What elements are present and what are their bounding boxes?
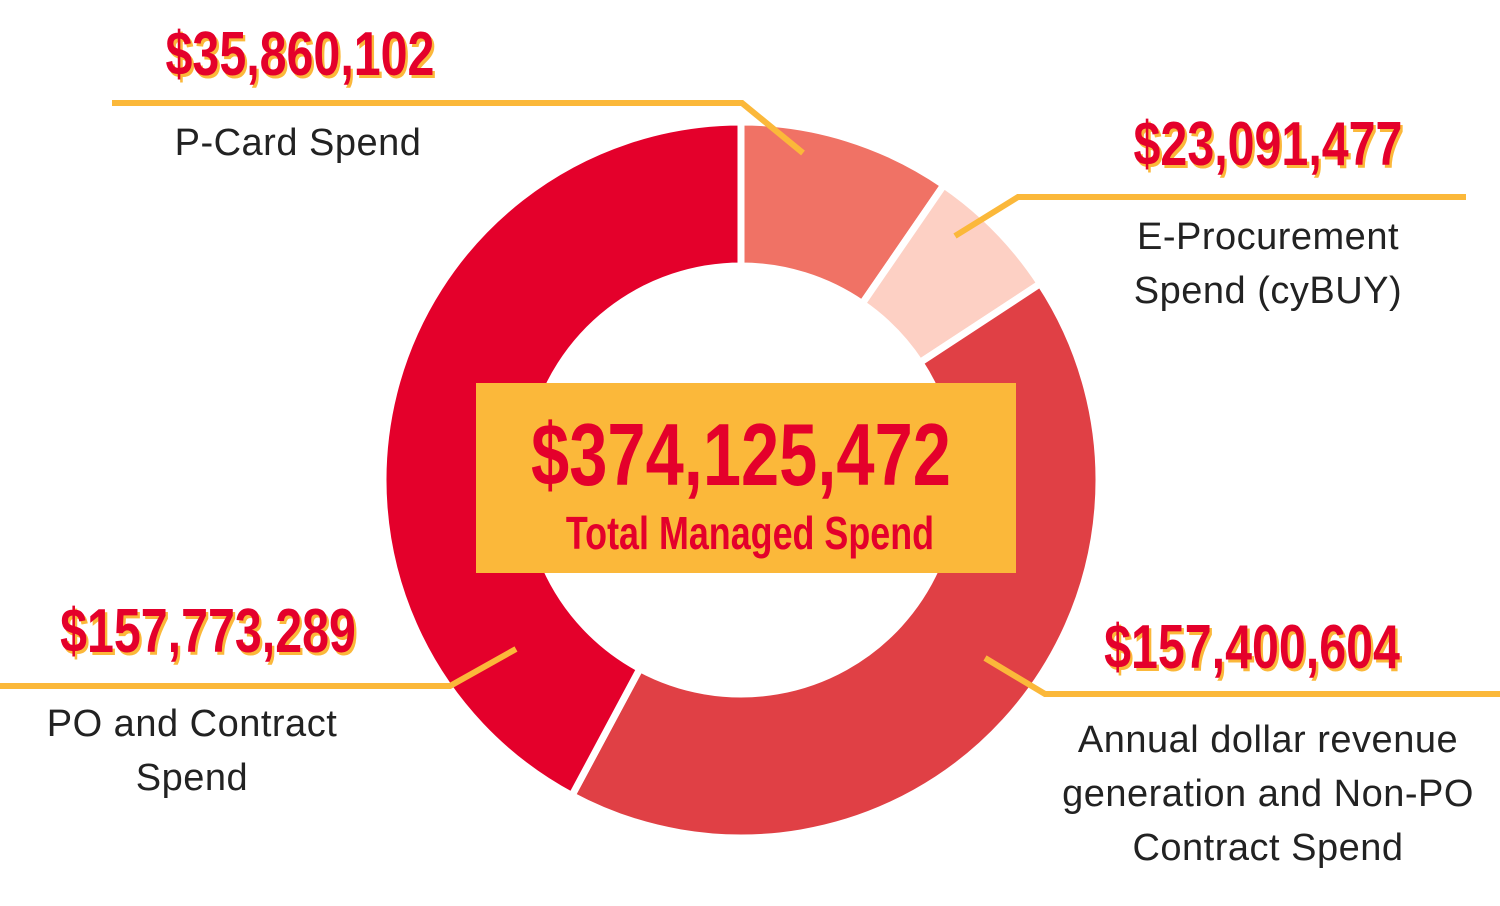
leader-line	[953, 194, 1466, 239]
leader-line	[112, 100, 805, 156]
value-label: $35,860,102	[165, 20, 435, 89]
category-label: PO and Contract Spend	[46, 703, 338, 799]
value-label: $157,773,289	[60, 597, 356, 666]
leaders	[0, 100, 1500, 697]
center-text: Total Managed Spend	[565, 507, 935, 559]
value-label: $157,400,604	[1104, 613, 1400, 682]
category-label: Annual dollar revenue generation and Non…	[1062, 719, 1474, 869]
leader-line	[0, 646, 518, 689]
category-label: E-Procurement Spend (cyBUY)	[1133, 216, 1403, 312]
value-label: $23,091,477	[1133, 110, 1403, 179]
center-value: $374,125,472	[531, 405, 951, 504]
category-label: P-Card Spend	[174, 122, 422, 164]
center-box	[476, 383, 1016, 573]
leader-line	[983, 655, 1500, 697]
